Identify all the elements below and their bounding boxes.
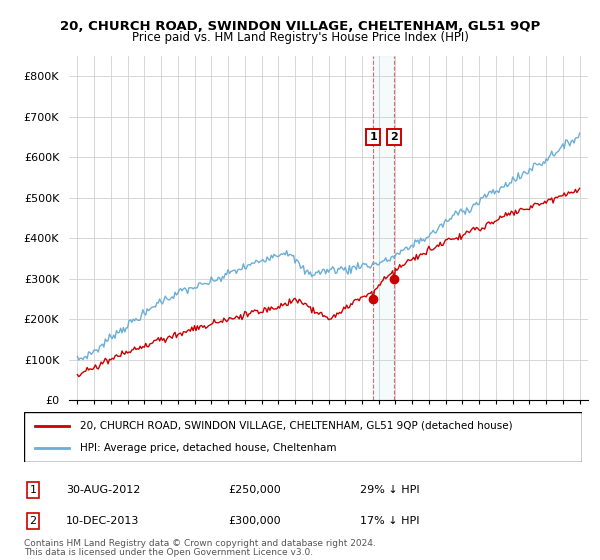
Text: 2: 2 xyxy=(29,516,37,526)
Text: £300,000: £300,000 xyxy=(228,516,281,526)
Text: 17% ↓ HPI: 17% ↓ HPI xyxy=(360,516,419,526)
Text: 30-AUG-2012: 30-AUG-2012 xyxy=(66,485,140,495)
Text: 1: 1 xyxy=(369,132,377,142)
Text: 1: 1 xyxy=(29,485,37,495)
Text: 2: 2 xyxy=(390,132,398,142)
Text: Contains HM Land Registry data © Crown copyright and database right 2024.: Contains HM Land Registry data © Crown c… xyxy=(24,539,376,548)
FancyBboxPatch shape xyxy=(24,412,582,462)
Bar xyxy=(373,56,394,400)
Text: This data is licensed under the Open Government Licence v3.0.: This data is licensed under the Open Gov… xyxy=(24,548,313,557)
Text: Price paid vs. HM Land Registry's House Price Index (HPI): Price paid vs. HM Land Registry's House … xyxy=(131,31,469,44)
Text: 20, CHURCH ROAD, SWINDON VILLAGE, CHELTENHAM, GL51 9QP: 20, CHURCH ROAD, SWINDON VILLAGE, CHELTE… xyxy=(60,20,540,32)
Text: 29% ↓ HPI: 29% ↓ HPI xyxy=(360,485,419,495)
Text: 10-DEC-2013: 10-DEC-2013 xyxy=(66,516,139,526)
Text: HPI: Average price, detached house, Cheltenham: HPI: Average price, detached house, Chel… xyxy=(80,443,337,453)
Text: 20, CHURCH ROAD, SWINDON VILLAGE, CHELTENHAM, GL51 9QP (detached house): 20, CHURCH ROAD, SWINDON VILLAGE, CHELTE… xyxy=(80,421,512,431)
Text: £250,000: £250,000 xyxy=(228,485,281,495)
